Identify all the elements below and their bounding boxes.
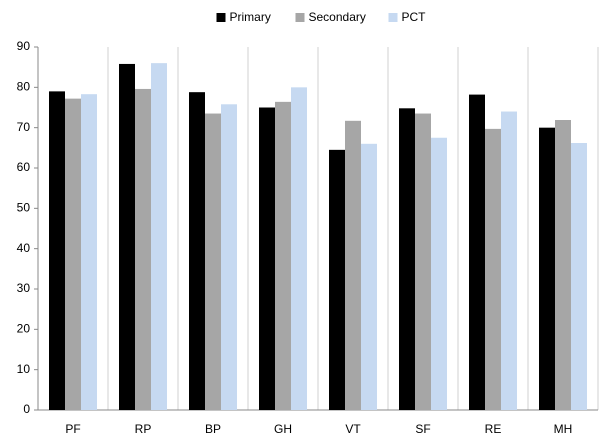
bar bbox=[221, 104, 237, 411]
y-tick-label: 30 bbox=[17, 281, 31, 295]
legend-swatch bbox=[295, 13, 305, 22]
y-tick-label: 20 bbox=[17, 322, 31, 336]
x-tick-label: PF bbox=[65, 422, 80, 436]
y-tick-label: 10 bbox=[17, 362, 31, 376]
bar bbox=[501, 111, 517, 411]
x-tick-label: GH bbox=[274, 422, 292, 436]
bar bbox=[81, 94, 97, 410]
bar bbox=[291, 87, 307, 410]
bar bbox=[65, 98, 81, 411]
bar bbox=[329, 149, 345, 410]
bar bbox=[151, 63, 167, 411]
bar bbox=[275, 101, 291, 410]
bar bbox=[469, 94, 485, 411]
legend-label: Primary bbox=[230, 10, 271, 24]
y-tick-label: 80 bbox=[17, 80, 31, 94]
x-tick-label: MH bbox=[554, 422, 573, 436]
x-tick-label: SF bbox=[415, 422, 430, 436]
bar bbox=[399, 108, 415, 410]
bar bbox=[135, 88, 151, 411]
x-tick-label: BP bbox=[205, 422, 221, 436]
x-tick-label: RP bbox=[135, 422, 152, 436]
bar bbox=[119, 63, 135, 410]
y-tick-label: 90 bbox=[17, 39, 31, 53]
y-tick-label: 70 bbox=[17, 120, 31, 134]
bar bbox=[485, 128, 501, 411]
bar bbox=[361, 143, 377, 411]
x-tick-label: VT bbox=[345, 422, 361, 436]
y-tick-label: 0 bbox=[23, 402, 30, 416]
legend-swatch bbox=[388, 13, 398, 22]
legend-swatch bbox=[216, 13, 226, 22]
bar bbox=[345, 120, 361, 410]
legend-label: PCT bbox=[402, 10, 427, 24]
x-tick-label: RE bbox=[485, 422, 502, 436]
bar bbox=[539, 127, 555, 411]
bar bbox=[415, 113, 431, 411]
bar bbox=[431, 137, 447, 410]
bar bbox=[571, 142, 587, 410]
y-tick-label: 50 bbox=[17, 201, 31, 215]
y-tick-label: 60 bbox=[17, 160, 31, 174]
bar bbox=[555, 120, 571, 411]
y-tick-label: 40 bbox=[17, 241, 31, 255]
legend-label: Secondary bbox=[309, 10, 366, 24]
bar bbox=[205, 113, 221, 411]
bar bbox=[259, 107, 275, 410]
bar bbox=[49, 91, 65, 410]
bar bbox=[189, 92, 205, 410]
